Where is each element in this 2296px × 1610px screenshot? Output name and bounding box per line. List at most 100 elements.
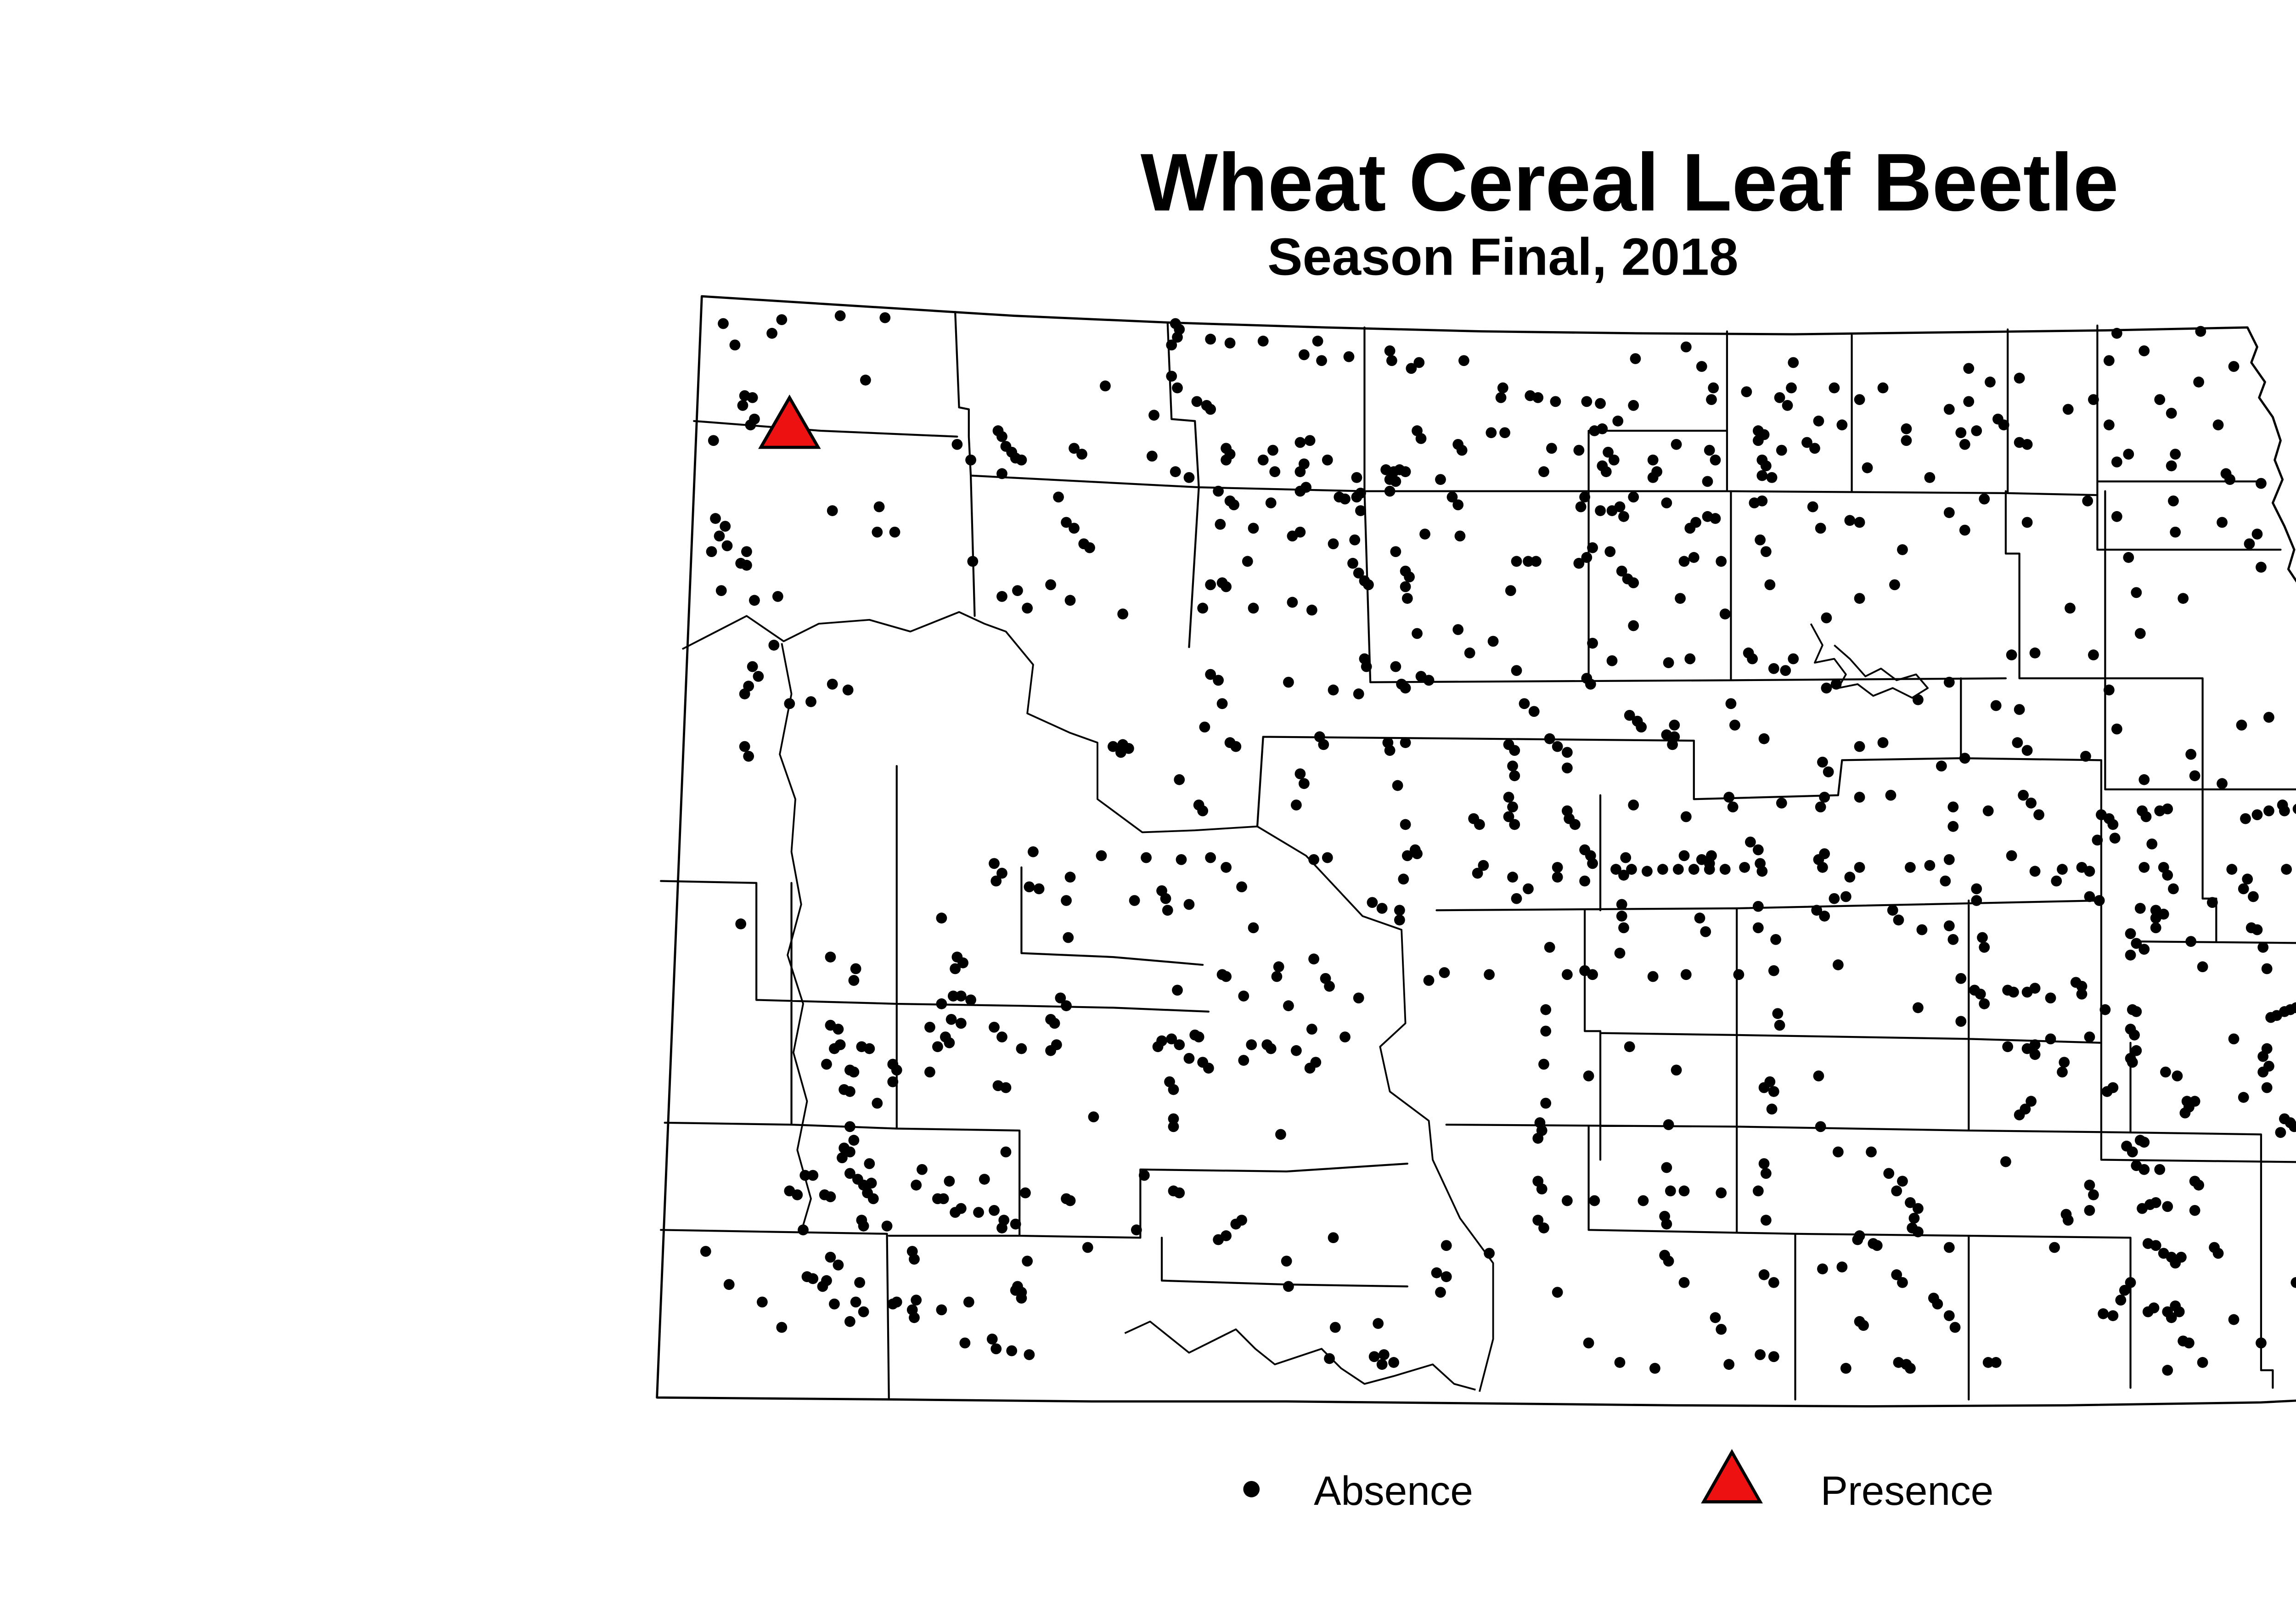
absence-point bbox=[844, 1316, 855, 1327]
absence-point bbox=[1889, 579, 1900, 591]
absence-point bbox=[715, 585, 727, 596]
absence-point bbox=[957, 957, 968, 968]
absence-point bbox=[1265, 497, 1277, 508]
absence-point bbox=[1628, 491, 1639, 503]
absence-point bbox=[1386, 355, 1397, 366]
absence-point bbox=[1901, 423, 1912, 434]
absence-point bbox=[1205, 579, 1216, 591]
absence-point bbox=[973, 1207, 984, 1218]
absence-point bbox=[1716, 1323, 1727, 1335]
absence-point bbox=[1084, 542, 1095, 553]
absence-point bbox=[2080, 751, 2091, 762]
absence-point bbox=[1770, 934, 1781, 945]
absence-point bbox=[2014, 372, 2025, 384]
absence-point bbox=[2045, 1033, 2056, 1045]
absence-point bbox=[2228, 1033, 2240, 1045]
absence-point bbox=[834, 310, 846, 321]
absence-point bbox=[1727, 801, 1739, 813]
absence-point bbox=[1866, 1146, 1877, 1158]
absence-point bbox=[2000, 1156, 2011, 1167]
absence-point bbox=[1224, 338, 1236, 349]
absence-point bbox=[1628, 620, 1639, 631]
absence-point bbox=[1936, 760, 1947, 771]
absence-point bbox=[1665, 1185, 1676, 1197]
legend: Absence Presence bbox=[1243, 1449, 1993, 1514]
absence-point bbox=[1281, 1255, 1292, 1267]
absence-point bbox=[1661, 1162, 1672, 1173]
absence-point bbox=[1458, 355, 1469, 366]
absence-point bbox=[1844, 872, 1856, 883]
absence-point bbox=[805, 696, 816, 707]
absence-point bbox=[747, 392, 758, 403]
absence-point bbox=[1546, 443, 1557, 454]
absence-point bbox=[2021, 986, 2033, 998]
absence-point bbox=[2185, 749, 2197, 760]
absence-point bbox=[2057, 1066, 2068, 1078]
absence-point bbox=[1511, 556, 1522, 567]
absence-point bbox=[850, 1296, 861, 1308]
absence-point bbox=[2127, 1057, 2138, 1068]
absence-point bbox=[909, 1254, 920, 1265]
absence-point bbox=[737, 400, 748, 411]
absence-point bbox=[1464, 647, 1475, 659]
absence-point bbox=[1663, 1119, 1674, 1130]
absence-point bbox=[2162, 1201, 2173, 1212]
absence-point bbox=[1982, 805, 1994, 816]
absence-point bbox=[1616, 899, 1627, 910]
absence-point bbox=[784, 698, 795, 709]
absence-point bbox=[2197, 1357, 2208, 1368]
absence-point bbox=[1897, 544, 1908, 555]
absence-point bbox=[1322, 454, 1333, 466]
absence-point bbox=[2173, 1306, 2185, 1317]
absence-point bbox=[1552, 872, 1563, 883]
absence-point bbox=[1446, 491, 1458, 503]
absence-point bbox=[1328, 1232, 1339, 1244]
absence-point bbox=[842, 684, 854, 696]
absence-point bbox=[1943, 676, 1955, 688]
absence-point bbox=[1854, 394, 1865, 405]
absence-point bbox=[1228, 499, 1239, 511]
absence-point bbox=[1415, 433, 1427, 444]
absence-point bbox=[1550, 396, 1561, 407]
absence-point bbox=[1069, 443, 1080, 454]
absence-point bbox=[1269, 466, 1281, 478]
absence-point bbox=[1423, 975, 1435, 986]
absence-point bbox=[1745, 836, 1756, 848]
absence-point bbox=[2123, 449, 2134, 460]
absence-point bbox=[864, 1158, 875, 1169]
absence-point bbox=[1854, 741, 1865, 752]
absence-point bbox=[864, 1043, 875, 1054]
legend-item-presence: Presence bbox=[1701, 1449, 1993, 1514]
absence-point bbox=[1610, 864, 1621, 875]
absence-point bbox=[2088, 1189, 2099, 1200]
absence-point bbox=[1624, 1041, 1635, 1053]
absence-point bbox=[1291, 799, 1302, 811]
absence-point bbox=[1943, 404, 1955, 415]
absence-point bbox=[1532, 392, 1544, 403]
absence-point bbox=[2021, 517, 2033, 528]
absence-point bbox=[1312, 335, 1323, 347]
absence-point bbox=[986, 1334, 998, 1345]
absence-point bbox=[2162, 803, 2173, 815]
absence-point bbox=[2029, 1049, 2041, 1060]
absence-point bbox=[1213, 675, 1224, 686]
presence-triangle-map bbox=[758, 394, 821, 449]
absence-point bbox=[1704, 445, 1715, 456]
absence-point bbox=[1318, 739, 1329, 750]
absence-point bbox=[887, 1058, 899, 1070]
absence-point bbox=[1536, 1183, 1548, 1195]
absence-point bbox=[718, 318, 729, 329]
absence-point bbox=[2107, 1082, 2119, 1093]
absence-point bbox=[1197, 805, 1209, 816]
absence-point bbox=[1680, 969, 1692, 980]
absence-point bbox=[1507, 760, 1518, 771]
absence-point bbox=[1306, 604, 1317, 616]
absence-point bbox=[2129, 1029, 2140, 1041]
absence-point bbox=[2002, 1041, 2014, 1053]
absence-point bbox=[2057, 864, 2068, 875]
absence-point bbox=[1131, 1224, 1142, 1236]
absence-point bbox=[1205, 404, 1216, 415]
presence-triangle-icon bbox=[1701, 1449, 1763, 1503]
absence-point bbox=[1076, 449, 1087, 460]
absence-point bbox=[1823, 766, 1834, 777]
